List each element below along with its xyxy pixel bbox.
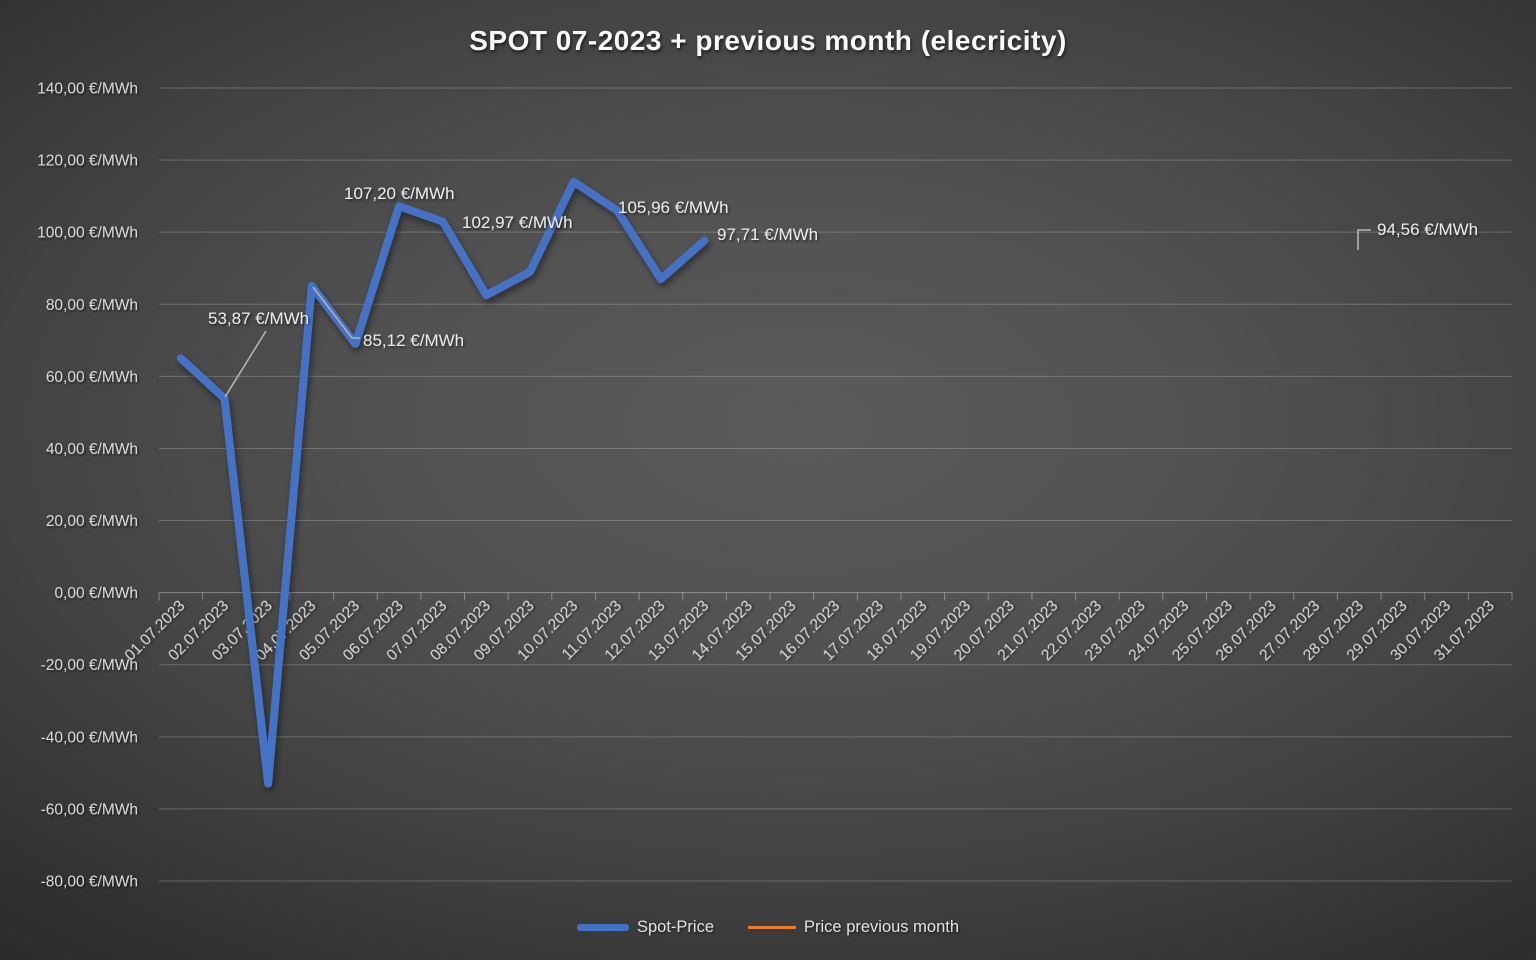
y-tick-label: 80,00 €/MWh [46, 297, 138, 314]
data-label: 97,71 €/MWh [717, 225, 818, 244]
series-lines [176, 177, 1491, 788]
data-label: 107,20 €/MWh [344, 184, 455, 203]
y-tick-label: -80,00 €/MWh [41, 874, 138, 891]
data-labels: 53,87 €/MWh 85,12 €/MWh 107,20 €/MWh 102,97… [208, 184, 1478, 398]
y-tick-label: -60,00 €/MWh [41, 801, 138, 818]
legend-item-spot-price: Spot-Price [576, 917, 715, 937]
spot-price-line [176, 177, 709, 788]
y-tick-label: 40,00 €/MWh [46, 441, 138, 458]
previous-month-swatch [748, 925, 797, 929]
y-tick-label: 140,00 €/MWh [37, 81, 138, 98]
legend-label: Spot-Price [636, 917, 715, 936]
y-tick-label: 0,00 €/MWh [54, 585, 138, 602]
y-tick-label: 100,00 €/MWh [37, 225, 138, 242]
data-label: 105,96 €/MWh [618, 198, 729, 217]
data-label: 102,97 €/MWh [462, 213, 573, 232]
chart-title: SPOT 07-2023 + previous month (elecricit… [469, 25, 1067, 56]
y-axis-labels: 140,00 €/MWh 120,00 €/MWh 100,00 €/MWh 80,0… [37, 81, 138, 891]
data-label: 85,12 €/MWh [363, 331, 464, 350]
gridlines [159, 87, 1512, 882]
y-tick-label: 20,00 €/MWh [46, 513, 138, 530]
data-label: 53,87 €/MWh [208, 309, 309, 328]
data-label: 94,56 €/MWh [1377, 220, 1478, 239]
y-tick-label: -20,00 €/MWh [41, 657, 138, 674]
y-tick-label: 60,00 €/MWh [46, 369, 138, 386]
data-label-leader [312, 286, 360, 339]
spot-price-swatch [576, 923, 629, 931]
y-tick-label: 120,00 €/MWh [37, 153, 138, 170]
legend: Spot-Price Price previous month [0, 913, 1536, 941]
legend-item-previous-month: Price previous month [748, 918, 959, 937]
x-axis: 01.07.202302.07.202303.07.202304.07.2023… [122, 592, 1513, 664]
y-tick-label: -40,00 €/MWh [41, 729, 138, 746]
data-label-leader [224, 330, 267, 398]
legend-label: Price previous month [804, 917, 960, 936]
data-label-leader [1357, 229, 1371, 250]
